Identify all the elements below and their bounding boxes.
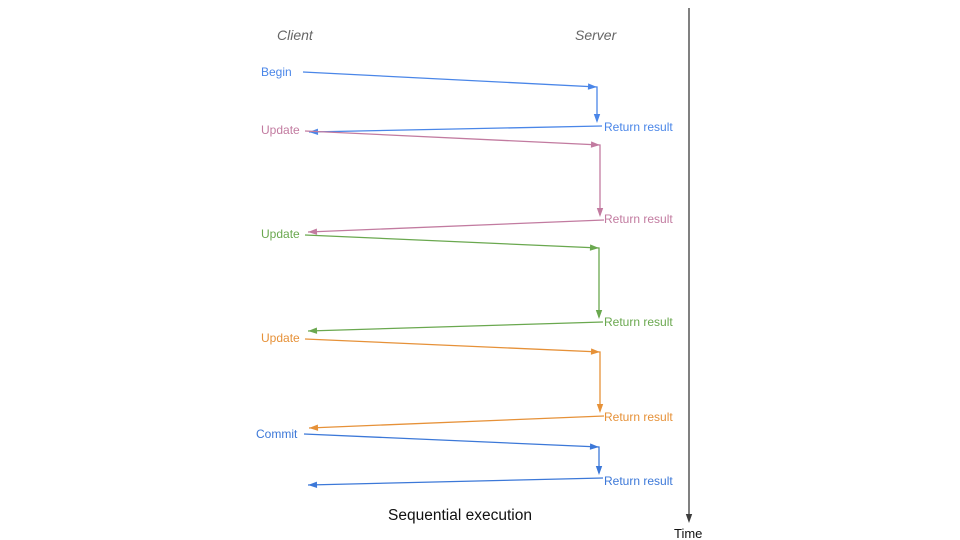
server-down-arrowhead-icon bbox=[595, 310, 603, 319]
exchange-commit: Commit Return result bbox=[256, 427, 673, 488]
return-result-label: Return result bbox=[604, 410, 673, 424]
client-header: Client bbox=[277, 27, 314, 43]
message-label: Update bbox=[261, 331, 300, 345]
response-line bbox=[307, 219, 605, 233]
server-down-arrowhead-icon bbox=[595, 466, 603, 475]
request-line bbox=[304, 338, 601, 411]
response-line bbox=[308, 415, 605, 429]
server-down-arrowhead-icon bbox=[596, 208, 604, 217]
response-arrowhead-icon bbox=[308, 481, 318, 488]
request-arrowhead-icon bbox=[590, 348, 600, 355]
response-arrowhead-icon bbox=[308, 228, 318, 235]
request-arrowhead-icon bbox=[590, 141, 600, 148]
response-line bbox=[307, 477, 604, 486]
exchange-update-1: Update Return result bbox=[261, 123, 673, 235]
diagram-caption: Sequential execution bbox=[388, 507, 532, 524]
time-axis-arrowhead-icon bbox=[685, 514, 693, 523]
response-arrowhead-icon bbox=[308, 327, 318, 334]
time-axis-label: Time bbox=[674, 526, 702, 540]
message-label: Commit bbox=[256, 427, 298, 441]
request-arrowhead-icon bbox=[589, 443, 599, 450]
request-line bbox=[302, 71, 598, 121]
return-result-label: Return result bbox=[604, 212, 673, 226]
request-arrowhead-icon bbox=[587, 83, 597, 90]
server-down-arrowhead-icon bbox=[596, 404, 604, 413]
response-line bbox=[308, 125, 603, 133]
exchange-begin: Begin Return result bbox=[261, 65, 673, 136]
request-arrowhead-icon bbox=[589, 244, 599, 251]
request-line bbox=[304, 234, 600, 317]
message-label: Update bbox=[261, 227, 300, 241]
time-axis: Time bbox=[674, 8, 702, 540]
message-label: Begin bbox=[261, 65, 292, 79]
server-down-arrowhead-icon bbox=[593, 114, 601, 123]
request-line bbox=[303, 433, 600, 473]
return-result-label: Return result bbox=[604, 120, 673, 134]
return-result-label: Return result bbox=[604, 474, 673, 488]
response-arrowhead-icon bbox=[309, 424, 319, 431]
exchange-update-3: Update Return result bbox=[261, 331, 673, 431]
request-line bbox=[304, 130, 601, 215]
return-result-label: Return result bbox=[604, 315, 673, 329]
exchange-update-2: Update Return result bbox=[261, 227, 673, 334]
message-label: Update bbox=[261, 123, 300, 137]
server-header: Server bbox=[575, 27, 618, 43]
response-line bbox=[307, 321, 604, 332]
